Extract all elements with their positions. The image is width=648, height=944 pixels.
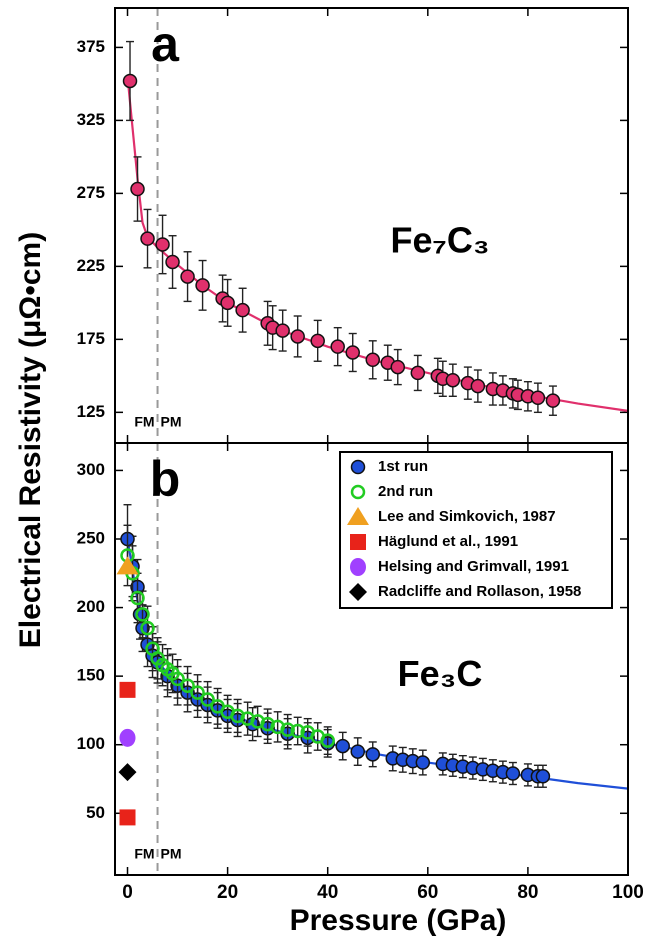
marker xyxy=(320,733,335,748)
y-tick-label: 100 xyxy=(77,734,105,753)
legend-label: Radcliffe and Rollason, 1958 xyxy=(378,583,581,600)
y-tick-label: 175 xyxy=(77,329,105,348)
marker xyxy=(122,73,138,89)
marker xyxy=(335,738,350,754)
marker xyxy=(290,329,305,344)
marker xyxy=(365,352,381,368)
phase-label: FM xyxy=(134,414,154,430)
legend-box xyxy=(339,451,613,609)
marker xyxy=(330,339,345,354)
legend-marker xyxy=(350,558,366,576)
y-tick-label: 275 xyxy=(77,183,105,202)
x-tick-label: 20 xyxy=(217,882,238,903)
series-group xyxy=(122,40,628,416)
plot-area xyxy=(116,504,628,826)
marker xyxy=(135,607,150,622)
x-tick-label: 0 xyxy=(122,882,133,903)
legend-label: Häglund et al., 1991 xyxy=(378,533,518,550)
y-tick-label: 50 xyxy=(86,803,105,822)
marker xyxy=(200,692,215,707)
phase-label: FM xyxy=(134,846,154,862)
y-axis-label: Electrical Resistivity (μΩ•cm) xyxy=(14,232,47,648)
marker xyxy=(116,556,139,575)
marker xyxy=(445,372,461,388)
legend-label: Lee and Simkovich, 1987 xyxy=(378,508,556,525)
marker xyxy=(310,333,325,349)
legend-marker xyxy=(347,507,369,525)
marker xyxy=(505,766,521,781)
marker xyxy=(130,590,145,606)
marker xyxy=(275,323,290,338)
x-tick-label: 40 xyxy=(317,882,338,903)
marker xyxy=(155,237,170,252)
phase-label: PM xyxy=(161,414,182,430)
annotation: Fe₃C xyxy=(398,653,483,694)
marker xyxy=(130,181,145,197)
legend-marker xyxy=(350,484,366,500)
marker xyxy=(390,359,406,375)
marker xyxy=(350,744,365,759)
marker xyxy=(415,755,431,770)
marker xyxy=(345,345,360,360)
y-tick-label: 300 xyxy=(77,460,105,479)
y-tick-label: 125 xyxy=(77,402,105,421)
panel-label: b xyxy=(150,451,181,507)
y-tick-label: 375 xyxy=(77,37,105,56)
plot-frame xyxy=(114,7,629,444)
marker xyxy=(195,278,210,293)
legend-marker xyxy=(350,459,366,475)
marker xyxy=(235,302,250,318)
legend-label: Helsing and Grimvall, 1991 xyxy=(378,558,569,575)
legend-label: 1st run xyxy=(378,458,428,475)
marker xyxy=(119,681,136,698)
y-tick-label: 325 xyxy=(77,110,105,129)
legend-marker xyxy=(350,534,366,550)
marker xyxy=(535,769,551,784)
marker xyxy=(290,723,305,739)
y-tick-label: 200 xyxy=(77,597,105,616)
marker xyxy=(118,763,137,782)
plot-frame xyxy=(114,442,629,876)
panel-label: a xyxy=(151,16,180,72)
marker xyxy=(180,269,195,284)
phase-label: PM xyxy=(161,846,182,862)
marker xyxy=(170,671,185,687)
marker xyxy=(140,231,155,246)
x-axis-label: Pressure (GPa) xyxy=(290,904,507,937)
legend-label: 2nd run xyxy=(378,483,433,500)
x-tick-label: 60 xyxy=(417,882,438,903)
marker xyxy=(410,365,426,381)
marker xyxy=(165,254,180,270)
marker xyxy=(180,678,195,693)
annotation: Fe₇C₃ xyxy=(390,219,489,260)
marker xyxy=(530,390,546,405)
marker xyxy=(190,685,205,700)
marker xyxy=(220,295,235,311)
y-tick-label: 250 xyxy=(77,528,105,547)
marker xyxy=(119,809,136,826)
y-tick-label: 225 xyxy=(77,256,105,275)
x-tick-label: 100 xyxy=(612,882,644,903)
x-tick-label: 80 xyxy=(517,882,538,903)
marker xyxy=(119,728,136,747)
marker xyxy=(280,722,295,737)
y-tick-label: 150 xyxy=(77,666,105,685)
marker xyxy=(470,378,486,394)
legend-marker xyxy=(349,583,367,601)
series-group xyxy=(116,504,628,826)
marker xyxy=(365,747,381,762)
plot-area xyxy=(122,40,628,416)
marker xyxy=(545,393,561,408)
marker xyxy=(140,620,155,636)
